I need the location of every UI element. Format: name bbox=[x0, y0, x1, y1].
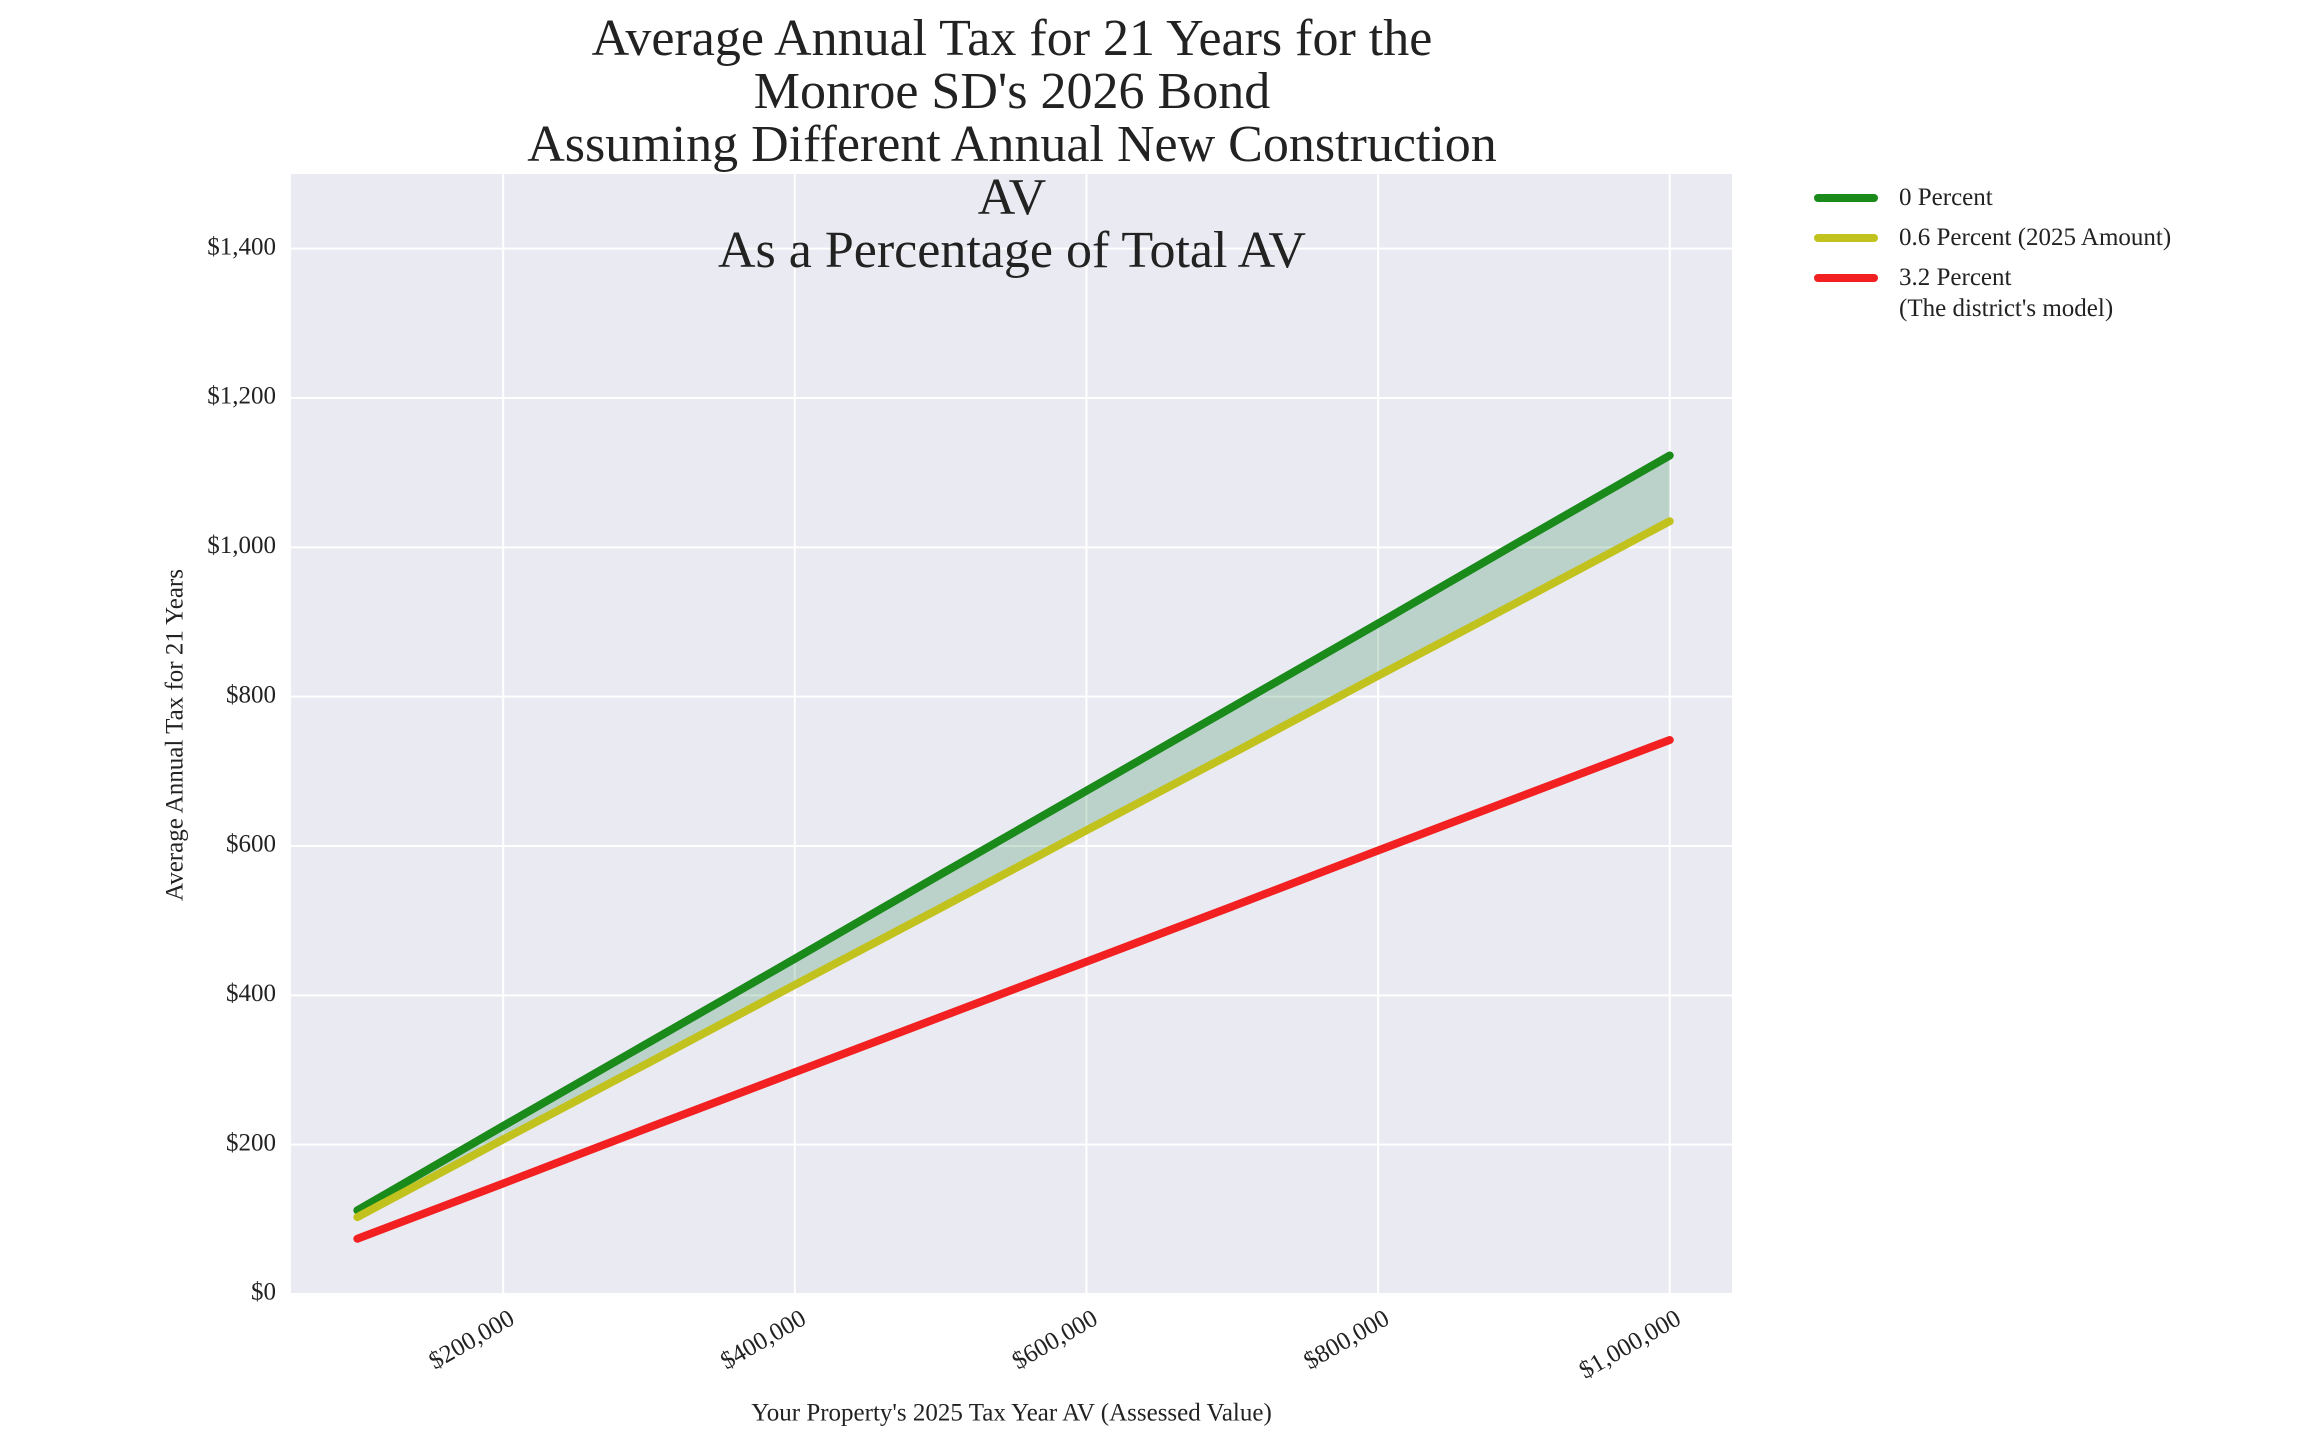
legend-swatch bbox=[1814, 274, 1878, 282]
y-tick-label: $400 bbox=[226, 980, 276, 1007]
x-tick-label: $200,000 bbox=[424, 1305, 519, 1375]
y-tick-label: $0 bbox=[251, 1279, 276, 1306]
chart-title: Average Annual Tax for 21 Years for the … bbox=[527, 10, 1497, 279]
x-tick-label: $800,000 bbox=[1299, 1305, 1394, 1375]
legend-entry: 0.6 Percent (2025 Amount) bbox=[1814, 222, 2171, 253]
x-axis-label: Your Property's 2025 Tax Year AV (Assess… bbox=[751, 1400, 1272, 1427]
series-line bbox=[353, 735, 1674, 1243]
x-tick-label: $600,000 bbox=[1008, 1305, 1103, 1375]
series-line bbox=[353, 517, 1674, 1222]
y-axis-label: Average Annual Tax for 21 Years bbox=[162, 569, 189, 901]
y-tick-label: $1,400 bbox=[207, 233, 276, 260]
legend-entry: 3.2 Percent (The district's model) bbox=[1814, 262, 2113, 324]
legend-swatch bbox=[1814, 194, 1878, 202]
y-tick-label: $1,200 bbox=[207, 383, 276, 410]
legend-swatch bbox=[1814, 234, 1878, 242]
legend-label: 0 Percent bbox=[1899, 184, 1993, 211]
legend-label: 0.6 Percent (2025 Amount) bbox=[1899, 224, 2172, 251]
series-line bbox=[353, 451, 1674, 1215]
legend-entry: 0 Percent bbox=[1814, 182, 1993, 213]
y-tick-label: $1,000 bbox=[207, 532, 276, 559]
legend-label: 3.2 Percent (The district's model) bbox=[1899, 264, 2114, 322]
x-tick-label: $1,000,000 bbox=[1575, 1305, 1686, 1385]
y-tick-label: $200 bbox=[226, 1129, 276, 1156]
y-tick-label: $600 bbox=[226, 831, 276, 858]
x-tick-label: $400,000 bbox=[716, 1305, 811, 1375]
y-tick-label: $800 bbox=[226, 681, 276, 708]
